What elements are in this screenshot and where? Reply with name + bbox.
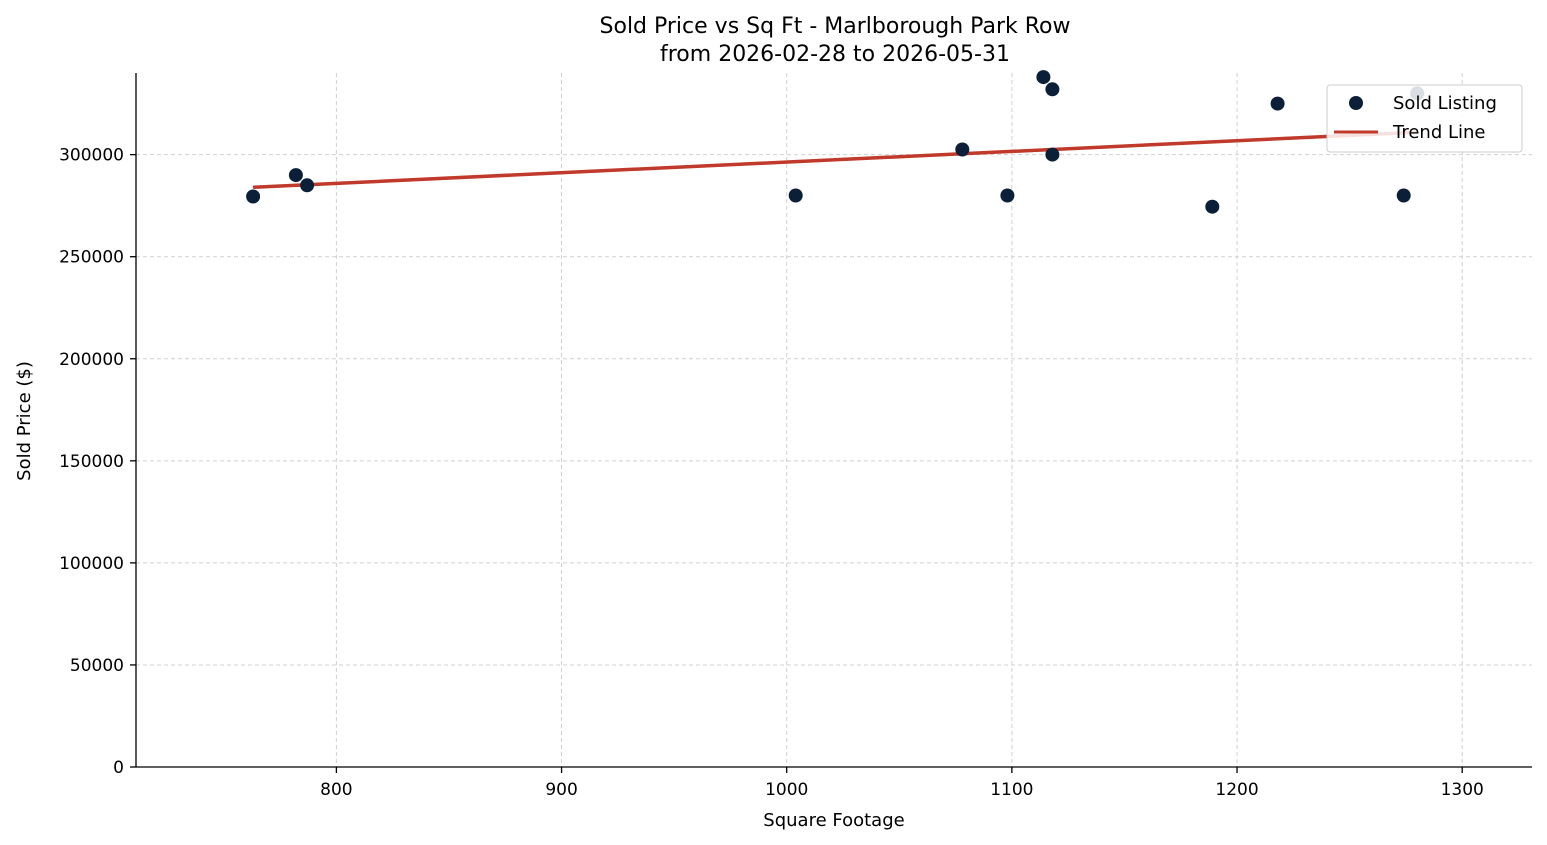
y-tick-label: 50000 [70, 656, 124, 676]
y-tick-label: 100000 [59, 554, 124, 574]
y-tick-label: 0 [113, 758, 124, 778]
data-point [955, 142, 970, 157]
data-point [246, 189, 261, 204]
legend-box [1326, 84, 1523, 153]
chart-title: Sold Price vs Sq Ft - Marlborough Park R… [600, 14, 1071, 39]
y-tick-label: 200000 [59, 350, 124, 370]
x-tick-label: 1300 [1441, 780, 1484, 800]
data-point [1045, 82, 1060, 97]
y-tick-label: 250000 [59, 248, 124, 268]
x-tick-label: 1200 [1215, 780, 1258, 800]
chart-subtitle: from 2026-02-28 to 2026-05-31 [660, 42, 1010, 67]
x-tick-label: 900 [545, 780, 577, 800]
x-tick-label: 1100 [990, 780, 1033, 800]
x-tick-label: 800 [320, 780, 352, 800]
y-axis-label: Sold Price ($) [14, 361, 35, 481]
data-point [1036, 70, 1051, 85]
x-tick-label: 1000 [765, 780, 808, 800]
x-axis-ticks: 800 900 1000 1100 1200 1300 [320, 767, 1484, 800]
data-point [300, 178, 315, 193]
y-axis-ticks: 0 50000 100000 150000 200000 250000 300000 [59, 146, 136, 778]
trend-line-layer [253, 130, 1418, 190]
data-point [1396, 188, 1411, 203]
y-tick-label: 300000 [59, 146, 124, 166]
x-axis-label: Square Footage [763, 810, 904, 831]
data-point [1000, 188, 1015, 203]
y-tick-label: 150000 [59, 452, 124, 472]
data-point [288, 168, 303, 183]
data-point [1270, 96, 1285, 111]
data-point [1045, 147, 1060, 162]
legend: Sold Listing Trend Line [1326, 84, 1523, 153]
legend-label-trend-line: Trend Line [1392, 122, 1486, 143]
grid-lines [136, 73, 1532, 768]
trend-line [253, 130, 1418, 190]
legend-label-sold-listing: Sold Listing [1393, 93, 1497, 114]
data-point [1205, 199, 1220, 214]
legend-marker-sold-listing [1349, 96, 1363, 110]
data-point [788, 188, 803, 203]
